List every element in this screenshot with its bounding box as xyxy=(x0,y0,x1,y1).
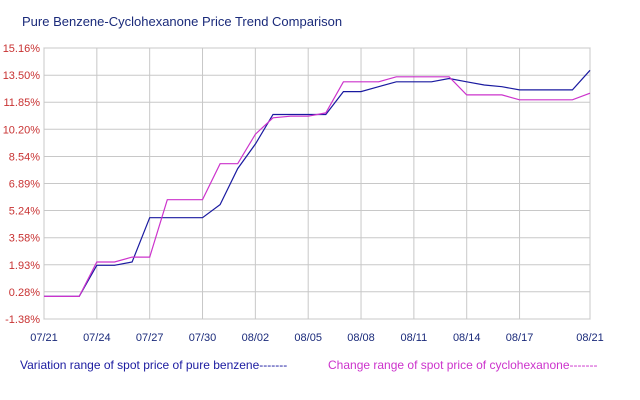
chart-title: Pure Benzene-Cyclohexanone Price Trend C… xyxy=(22,14,343,29)
x-tick-label: 08/14 xyxy=(453,332,481,344)
x-tick-label: 08/05 xyxy=(294,332,322,344)
y-tick-label: 6.89% xyxy=(9,179,40,191)
x-tick-label: 08/17 xyxy=(506,332,534,344)
x-tick-label: 08/11 xyxy=(401,332,428,344)
y-tick-label: 11.85% xyxy=(4,97,41,109)
x-tick-label: 07/27 xyxy=(136,332,164,344)
grid xyxy=(43,47,591,320)
y-tick-label: 3.58% xyxy=(9,233,40,245)
legend-cyclohexanone: Change range of spot price of cyclohexan… xyxy=(328,358,598,372)
y-tick-label: 15.16% xyxy=(3,43,41,55)
y-tick-label: 0.28% xyxy=(9,287,40,299)
y-tick-label: 1.93% xyxy=(9,260,40,272)
y-tick-label: 8.54% xyxy=(9,151,40,163)
y-tick-label: 13.50% xyxy=(3,70,41,82)
series-line-cyclohexanone xyxy=(44,76,591,297)
axes: 15.16% 13.50% 11.85% 10.20% 8.54% 6.89% 5.24% 3… xyxy=(3,43,604,344)
legend-benzene: Variation range of spot price of pure be… xyxy=(20,358,288,372)
y-tick-label: -1.38% xyxy=(5,314,40,326)
y-tick-label: 5.24% xyxy=(9,206,40,218)
series-lines xyxy=(44,69,591,297)
x-tick-label: 07/21 xyxy=(30,332,58,344)
x-tick-label: 08/08 xyxy=(347,332,375,344)
x-tick-label: 08/21 xyxy=(576,332,604,344)
x-tick-label: 08/02 xyxy=(242,332,270,344)
y-tick-label: 10.20% xyxy=(3,124,41,136)
x-tick-label: 07/24 xyxy=(83,332,111,344)
x-tick-label: 07/30 xyxy=(189,332,217,344)
